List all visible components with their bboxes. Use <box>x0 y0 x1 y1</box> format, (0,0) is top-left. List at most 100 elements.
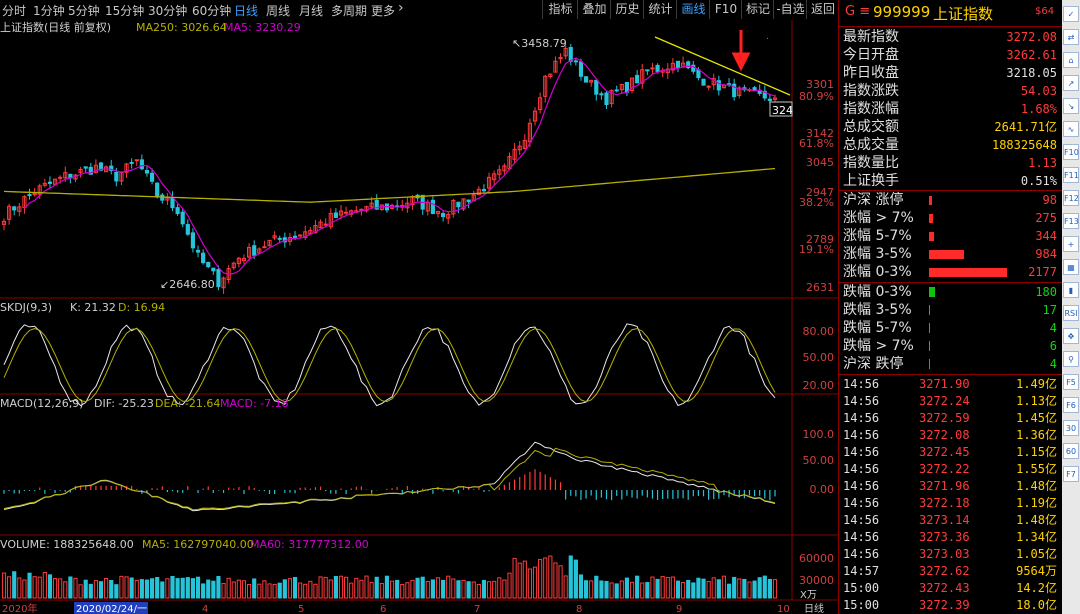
tool-icon-strip: ✓ ⇄ ⌂ ↗ ↘ ∿ F10 F11 F12 F13 + ▦ ▮ RSI ✥ ⚲ F5 F6 30 60 F7 <box>1062 0 1080 614</box>
date-cursor-box <box>74 602 148 614</box>
wave-icon[interactable]: ∿ <box>1063 121 1079 137</box>
toolbar-button-2[interactable]: 历史 <box>610 0 644 19</box>
volume-bar <box>308 580 313 599</box>
marker-dot: · <box>766 34 769 45</box>
side-button-F5[interactable]: F5 <box>1063 374 1079 390</box>
volume-bar <box>277 582 282 599</box>
cross-icon[interactable]: + <box>1063 236 1079 252</box>
period-tab-10[interactable]: 更多 <box>371 4 396 18</box>
period-tab-3[interactable]: 15分钟 <box>105 4 145 18</box>
side-button-F6[interactable]: F6 <box>1063 397 1079 413</box>
volume-bar <box>415 577 420 599</box>
volume-bar <box>446 575 451 599</box>
quote-field-value: 3272.08 <box>1006 30 1057 44</box>
volume-bar <box>349 582 354 599</box>
volume-bar <box>93 580 98 599</box>
candle-body <box>247 246 252 258</box>
toolbar-button-3[interactable]: 统计 <box>643 0 677 19</box>
period-tab-7[interactable]: 周线 <box>266 4 291 18</box>
volume-bar <box>252 578 257 599</box>
quote-field-label: 总成交量 <box>843 137 899 153</box>
trend-down-icon[interactable]: ↘ <box>1063 98 1079 114</box>
volume-bar <box>175 578 180 599</box>
volume-tick-label: 30000 <box>799 574 834 587</box>
toolbar-button-0[interactable]: 指标 <box>542 0 578 19</box>
toolbar-button-7[interactable]: -自选 <box>773 0 807 19</box>
volume-bar <box>119 575 124 599</box>
candle-body <box>308 229 313 235</box>
tick-row: 14:56 3271.96 1.48亿 <box>839 478 1063 495</box>
candle-body <box>344 211 349 214</box>
swap-icon[interactable]: ⇄ <box>1063 29 1079 45</box>
toolbar-button-1[interactable]: 叠加 <box>577 0 611 19</box>
period-tab-2[interactable]: 5分钟 <box>68 4 100 18</box>
macd-value-label: MACD: -7.18 <box>220 397 289 410</box>
grid-icon[interactable]: ▦ <box>1063 259 1079 275</box>
toolbar-button-5[interactable]: F10 <box>709 0 742 19</box>
period-tab-4[interactable]: 30分钟 <box>148 4 188 18</box>
candle-body <box>12 206 17 211</box>
toolbar-button-8[interactable]: 返回 <box>806 0 839 19</box>
skdj-d-line <box>3 327 776 403</box>
volume-bar <box>32 576 37 599</box>
trend-up-icon[interactable]: ↗ <box>1063 75 1079 91</box>
arrow-cross-icon[interactable]: ✥ <box>1063 328 1079 344</box>
pin-icon[interactable]: ⚲ <box>1063 351 1079 367</box>
more-chevron-icon[interactable]: › <box>398 0 404 16</box>
candle-body <box>548 73 553 78</box>
period-tab-6[interactable]: 日线 <box>234 4 259 18</box>
volume-bar <box>492 580 497 599</box>
candle-body <box>364 206 369 212</box>
volume-bar <box>216 576 221 599</box>
volume-bar <box>716 579 721 599</box>
candle-body <box>292 235 298 238</box>
side-button-30[interactable]: 30 <box>1063 420 1079 436</box>
candle-body <box>563 47 568 57</box>
side-button-F10[interactable]: F10 <box>1063 144 1079 160</box>
tag-icon[interactable]: ⌂ <box>1063 52 1079 68</box>
side-button-RSI[interactable]: RSI <box>1063 305 1079 321</box>
breadth-bar <box>929 214 933 223</box>
tick-price: 3273.14 <box>919 513 970 527</box>
tick-price: 3271.96 <box>919 479 970 493</box>
volume-unit-label: X万 <box>800 590 817 601</box>
toolbar-button-6[interactable]: 标记 <box>741 0 774 19</box>
bar-icon[interactable]: ▮ <box>1063 282 1079 298</box>
side-button-F11[interactable]: F11 <box>1063 167 1079 183</box>
period-tab-8[interactable]: 月线 <box>299 4 324 18</box>
period-tab-0[interactable]: 分时 <box>2 4 27 18</box>
volume-bar <box>614 583 619 599</box>
candle-body <box>267 239 272 247</box>
volume-bar <box>486 581 492 599</box>
candle-body <box>425 202 430 212</box>
volume-bar <box>272 583 277 599</box>
candle-body <box>318 221 323 229</box>
side-button-F13[interactable]: F13 <box>1063 213 1079 229</box>
candle-body <box>27 194 32 197</box>
period-tab-1[interactable]: 1分钟 <box>33 4 65 18</box>
tick-row: 14:56 3272.08 1.36亿 <box>839 427 1063 444</box>
period-tab-9[interactable]: 多周期 <box>331 4 368 18</box>
volume-bar <box>767 578 772 599</box>
fib-tick-label: 61.8% <box>799 137 834 150</box>
period-tab-5[interactable]: 60分钟 <box>192 4 232 18</box>
quote-field-value: 54.03 <box>1020 84 1057 98</box>
volume-bar <box>660 576 665 599</box>
side-button-60[interactable]: 60 <box>1063 443 1079 459</box>
candle-body <box>553 60 558 73</box>
candle-body <box>170 197 175 209</box>
candle-body <box>502 165 507 172</box>
volume-bar <box>471 581 476 599</box>
candle-body <box>323 223 328 226</box>
toolbar-button-4[interactable]: 画线 <box>676 0 710 19</box>
candle-body <box>272 235 277 239</box>
side-button-F7[interactable]: F7 <box>1063 466 1079 482</box>
green-check-icon[interactable]: ✓ <box>1063 6 1079 22</box>
kline-chart-area[interactable]: · ↖3458.79 ↙2646.80 324 上证指数(日线 前复权) MA250: 3… <box>0 20 838 614</box>
breadth-bar <box>929 359 930 369</box>
breadth-bar <box>929 323 930 333</box>
volume-bar <box>180 577 185 599</box>
volume-bar <box>655 578 660 599</box>
side-button-F12[interactable]: F12 <box>1063 190 1079 206</box>
volume-bar <box>732 576 737 599</box>
